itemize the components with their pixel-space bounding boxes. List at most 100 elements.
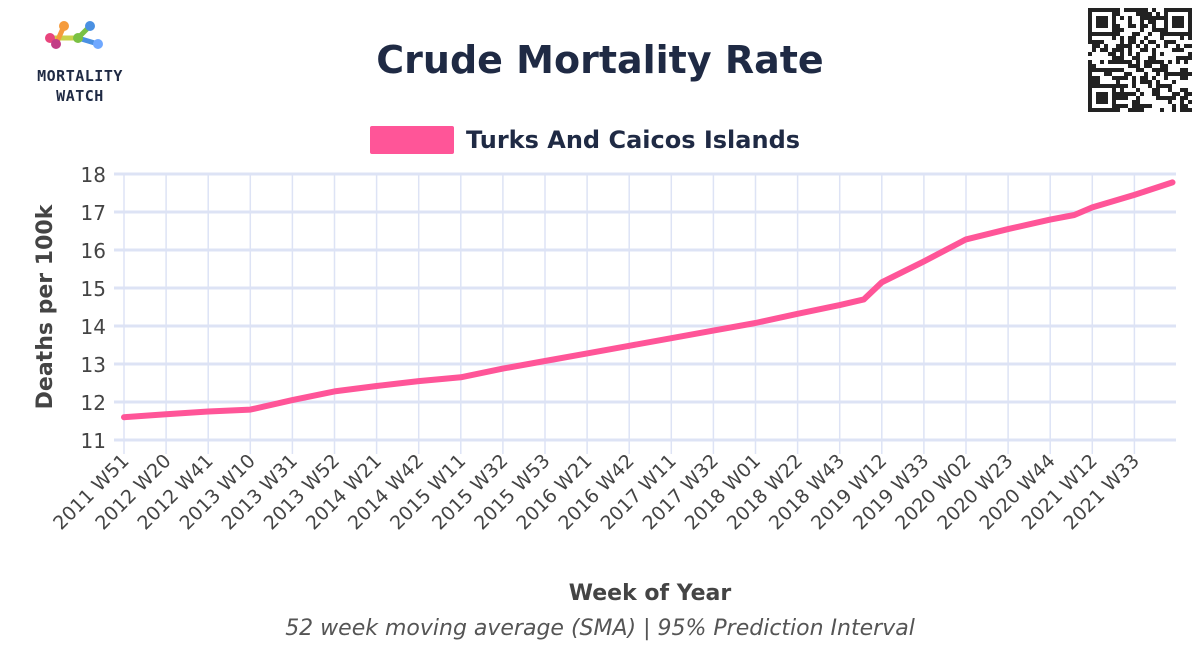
qr-module [1188,52,1192,56]
qr-module [1144,60,1148,64]
chart-title: Crude Mortality Rate [376,38,824,82]
qr-module [1160,108,1164,112]
qr-module [1132,104,1136,108]
qr-module [1132,80,1136,84]
qr-module [1172,108,1176,112]
qr-module [1136,60,1140,64]
qr-module [1128,44,1132,48]
qr-module [1112,60,1116,64]
y-tick-label: 17 [81,201,106,225]
qr-module [1112,52,1116,56]
y-tick-label: 16 [81,239,106,263]
qr-module [1180,56,1184,60]
qr-module [1140,68,1144,72]
qr-module [1116,92,1120,96]
qr-module [1120,28,1124,32]
y-tick-label: 11 [81,429,106,453]
qr-module [1148,84,1152,88]
qr-module [1132,40,1136,44]
qr-module [1180,96,1184,100]
y-tick-label: 18 [81,163,106,187]
qr-module [1176,92,1180,96]
qr-module [1104,72,1108,76]
qr-module [1132,8,1136,12]
qr-module [1156,28,1160,32]
qr-module [1152,24,1156,28]
mortality-watch-logo [45,21,103,49]
qr-module [1116,56,1120,60]
qr-module [1184,68,1188,72]
qr-module [1088,76,1092,80]
qr-module [1156,92,1160,96]
qr-module [1116,68,1120,72]
qr-module [1176,60,1180,64]
qr-module [1188,92,1192,96]
legend-label: Turks And Caicos Islands [466,126,801,154]
qr-module [1140,16,1144,20]
qr-module [1120,68,1124,72]
qr-module [1184,92,1188,96]
qr-module [1096,40,1100,44]
qr-module [1188,44,1192,48]
qr-module [1164,44,1168,48]
qr-module [1128,40,1132,44]
qr-module [1132,108,1136,112]
qr-module [1128,72,1132,76]
qr-finder-inner [1172,16,1184,28]
qr-module [1152,48,1156,52]
qr-module [1184,72,1188,76]
qr-module [1144,80,1148,84]
qr-module [1112,56,1116,60]
qr-module [1124,96,1128,100]
qr-module [1172,72,1176,76]
horizontal-gridlines [114,172,1176,442]
qr-module [1108,72,1112,76]
qr-module [1092,48,1096,52]
qr-module [1104,48,1108,52]
qr-module [1152,60,1156,64]
qr-module [1148,80,1152,84]
qr-module [1136,8,1140,12]
logo-text: MORTALITY WATCH [16,66,144,106]
qr-module [1180,76,1184,80]
qr-module [1180,88,1184,92]
qr-module [1140,92,1144,96]
qr-module [1144,12,1148,16]
qr-module [1180,100,1184,104]
qr-module [1088,40,1092,44]
qr-module [1140,48,1144,52]
qr-module [1176,56,1180,60]
qr-module [1180,68,1184,72]
qr-module [1164,72,1168,76]
qr-module [1144,104,1148,108]
y-tick-label: 14 [81,315,106,339]
qr-module [1124,60,1128,64]
qr-code [1088,8,1192,112]
qr-module [1184,76,1188,80]
qr-module [1184,60,1188,64]
legend-swatch [370,126,454,154]
qr-module [1096,68,1100,72]
qr-module [1112,76,1116,80]
qr-module [1136,104,1140,108]
qr-module [1108,60,1112,64]
qr-module [1092,64,1096,68]
qr-module [1180,36,1184,40]
qr-module [1108,52,1112,56]
qr-module [1180,104,1184,108]
qr-module [1156,12,1160,16]
qr-finder-inner [1096,16,1108,28]
qr-module [1140,104,1144,108]
qr-module [1152,20,1156,24]
qr-module [1120,52,1124,56]
qr-module [1112,68,1116,72]
qr-module [1104,44,1108,48]
qr-module [1160,28,1164,32]
qr-module [1136,32,1140,36]
qr-module [1188,108,1192,112]
qr-module [1144,8,1148,12]
qr-module [1144,48,1148,52]
qr-module [1144,72,1148,76]
qr-module [1116,76,1120,80]
